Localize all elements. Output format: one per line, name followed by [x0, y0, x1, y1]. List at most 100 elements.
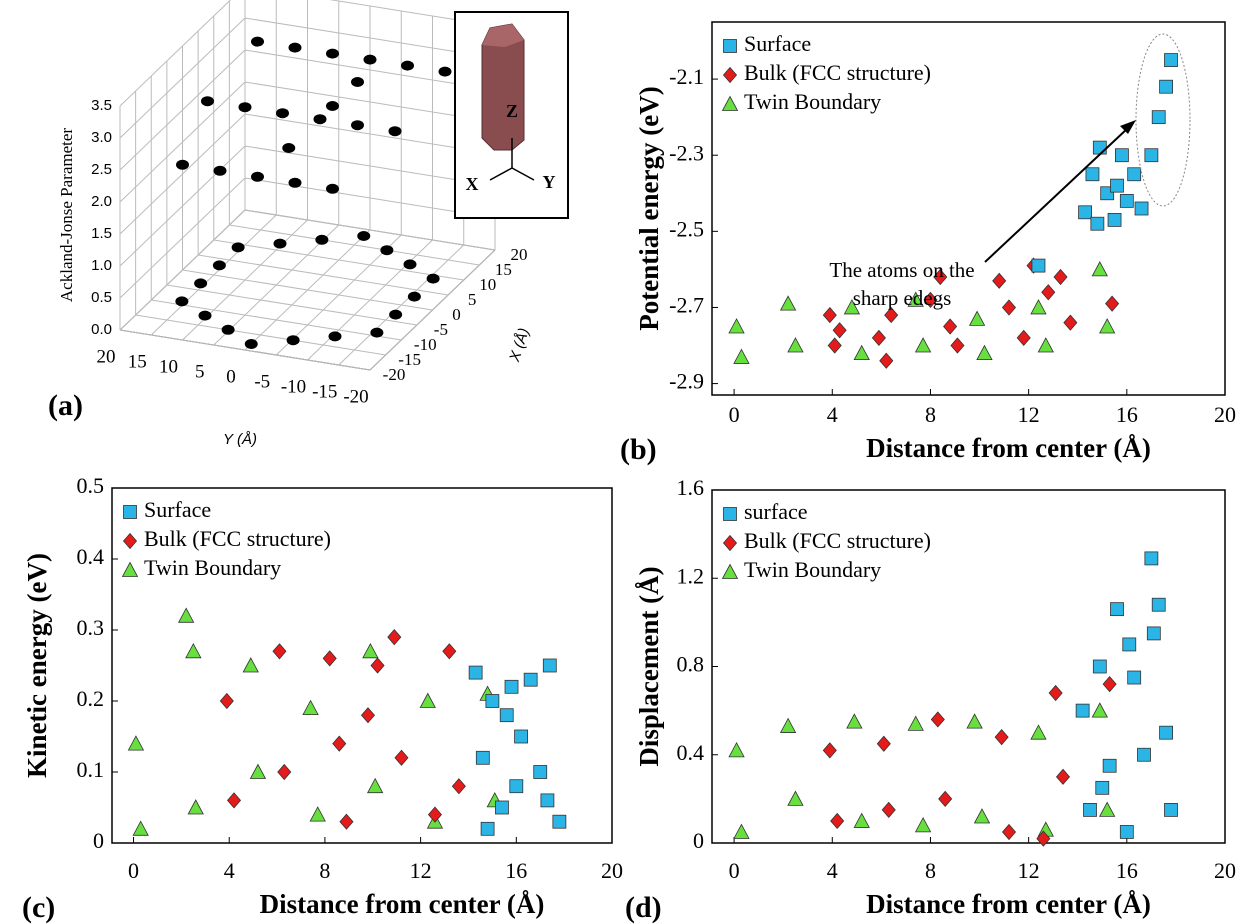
- y-tick-label: -15: [312, 381, 337, 402]
- marker-square: [481, 822, 494, 835]
- y-tick-label: -10: [281, 376, 306, 397]
- x-tick-label: 16: [1116, 858, 1138, 883]
- point: [239, 102, 252, 112]
- panel-label: (c): [22, 891, 55, 924]
- y-tick-label: -2.3: [669, 140, 704, 165]
- y-tick-label: -5: [254, 371, 270, 392]
- point: [282, 143, 295, 153]
- point: [404, 259, 417, 269]
- marker-square: [543, 659, 556, 672]
- marker-square: [1123, 638, 1136, 651]
- marker-square: [1111, 179, 1124, 192]
- x-tick-label: 15: [495, 260, 512, 279]
- point: [326, 101, 339, 111]
- y-tick-label: 5: [195, 361, 205, 382]
- marker-square: [469, 666, 482, 679]
- marker-square: [1128, 671, 1141, 684]
- marker-square: [1165, 54, 1178, 67]
- legend-label: Bulk (FCC structure): [144, 526, 331, 551]
- y-axis-label: Kinetic energy (eV): [22, 553, 52, 778]
- y-tick-label: 0.1: [77, 757, 105, 782]
- point: [329, 331, 342, 341]
- marker-square: [1152, 111, 1165, 124]
- x-tick-label: 4: [827, 858, 838, 883]
- point: [401, 61, 414, 71]
- marker-square: [1079, 206, 1092, 219]
- marker-square: [524, 673, 537, 686]
- y-tick-label: 0.8: [677, 652, 705, 677]
- y-tick-label: 0.3: [77, 615, 105, 640]
- marker-square: [1152, 598, 1165, 611]
- annotation-text: The atoms on the: [829, 258, 974, 282]
- point: [389, 310, 402, 320]
- point: [439, 67, 452, 77]
- point: [276, 108, 289, 118]
- point: [274, 239, 287, 249]
- point: [245, 339, 258, 349]
- marker-square: [1145, 149, 1158, 162]
- y-tick-label: 0: [226, 366, 236, 387]
- point: [357, 231, 370, 241]
- marker-square: [724, 508, 737, 521]
- x-tick-label: 5: [468, 290, 477, 309]
- marker-square: [124, 506, 137, 519]
- marker-square: [724, 40, 737, 53]
- x-tick-label: 0: [729, 402, 740, 427]
- x-tick-label: 16: [1116, 402, 1138, 427]
- inset-label: Z: [506, 101, 518, 121]
- x-tick-label: 12: [410, 858, 432, 883]
- marker-square: [476, 751, 489, 764]
- y-tick-label: 10: [159, 356, 178, 377]
- y-tick-label: 20: [97, 346, 116, 367]
- y-tick-label: 0: [93, 828, 104, 853]
- marker-square: [515, 730, 528, 743]
- z-tick-label: 3.0: [91, 129, 112, 146]
- x-tick-label: -20: [383, 365, 406, 384]
- x-axis-label: X (Å): [506, 326, 533, 365]
- x-tick-label: 20: [1214, 858, 1236, 883]
- point: [201, 96, 214, 106]
- marker-square: [1103, 759, 1116, 772]
- x-tick-label: 20: [601, 858, 623, 883]
- z-tick-label: 2.5: [91, 161, 112, 178]
- legend-label: Twin Boundary: [144, 555, 281, 580]
- y-axis-label: Displacement (Å): [634, 566, 664, 766]
- x-tick-label: 16: [505, 858, 527, 883]
- x-tick-label: 4: [224, 858, 235, 883]
- z-tick-label: 1.0: [91, 257, 112, 274]
- inset-label: X: [466, 174, 479, 194]
- x-tick-label: 20: [1214, 402, 1236, 427]
- point: [289, 43, 302, 53]
- z-tick-label: 0.5: [91, 289, 112, 306]
- point: [175, 296, 188, 306]
- point: [213, 260, 226, 270]
- legend-label: Bulk (FCC structure): [744, 528, 931, 553]
- marker-square: [1093, 141, 1106, 154]
- marker-square: [1135, 202, 1148, 215]
- marker-square: [1108, 213, 1121, 226]
- y-tick-label: -2.7: [669, 293, 704, 318]
- marker-square: [1145, 552, 1158, 565]
- marker-square: [1128, 168, 1141, 181]
- marker-square: [1165, 803, 1178, 816]
- x-axis-label: Distance from center (Å): [866, 889, 1151, 919]
- point: [326, 49, 339, 59]
- x-tick-label: 4: [827, 402, 838, 427]
- legend-label: Twin Boundary: [744, 557, 881, 582]
- y-tick-label: 1.2: [677, 563, 705, 588]
- point: [232, 242, 245, 252]
- z-tick-label: 1.5: [91, 225, 112, 242]
- point: [314, 114, 327, 124]
- y-tick-label: 0: [693, 828, 704, 853]
- legend-label: Bulk (FCC structure): [744, 60, 931, 85]
- point: [289, 178, 302, 188]
- marker-square: [1120, 825, 1133, 838]
- x-tick-label: 10: [479, 275, 496, 294]
- point: [427, 274, 440, 284]
- legend-label: surface: [744, 499, 808, 524]
- point: [408, 292, 421, 302]
- y-tick-label: 0.4: [677, 740, 705, 765]
- marker-square: [1086, 168, 1099, 181]
- marker-square: [1120, 194, 1133, 207]
- x-tick-label: 0: [729, 858, 740, 883]
